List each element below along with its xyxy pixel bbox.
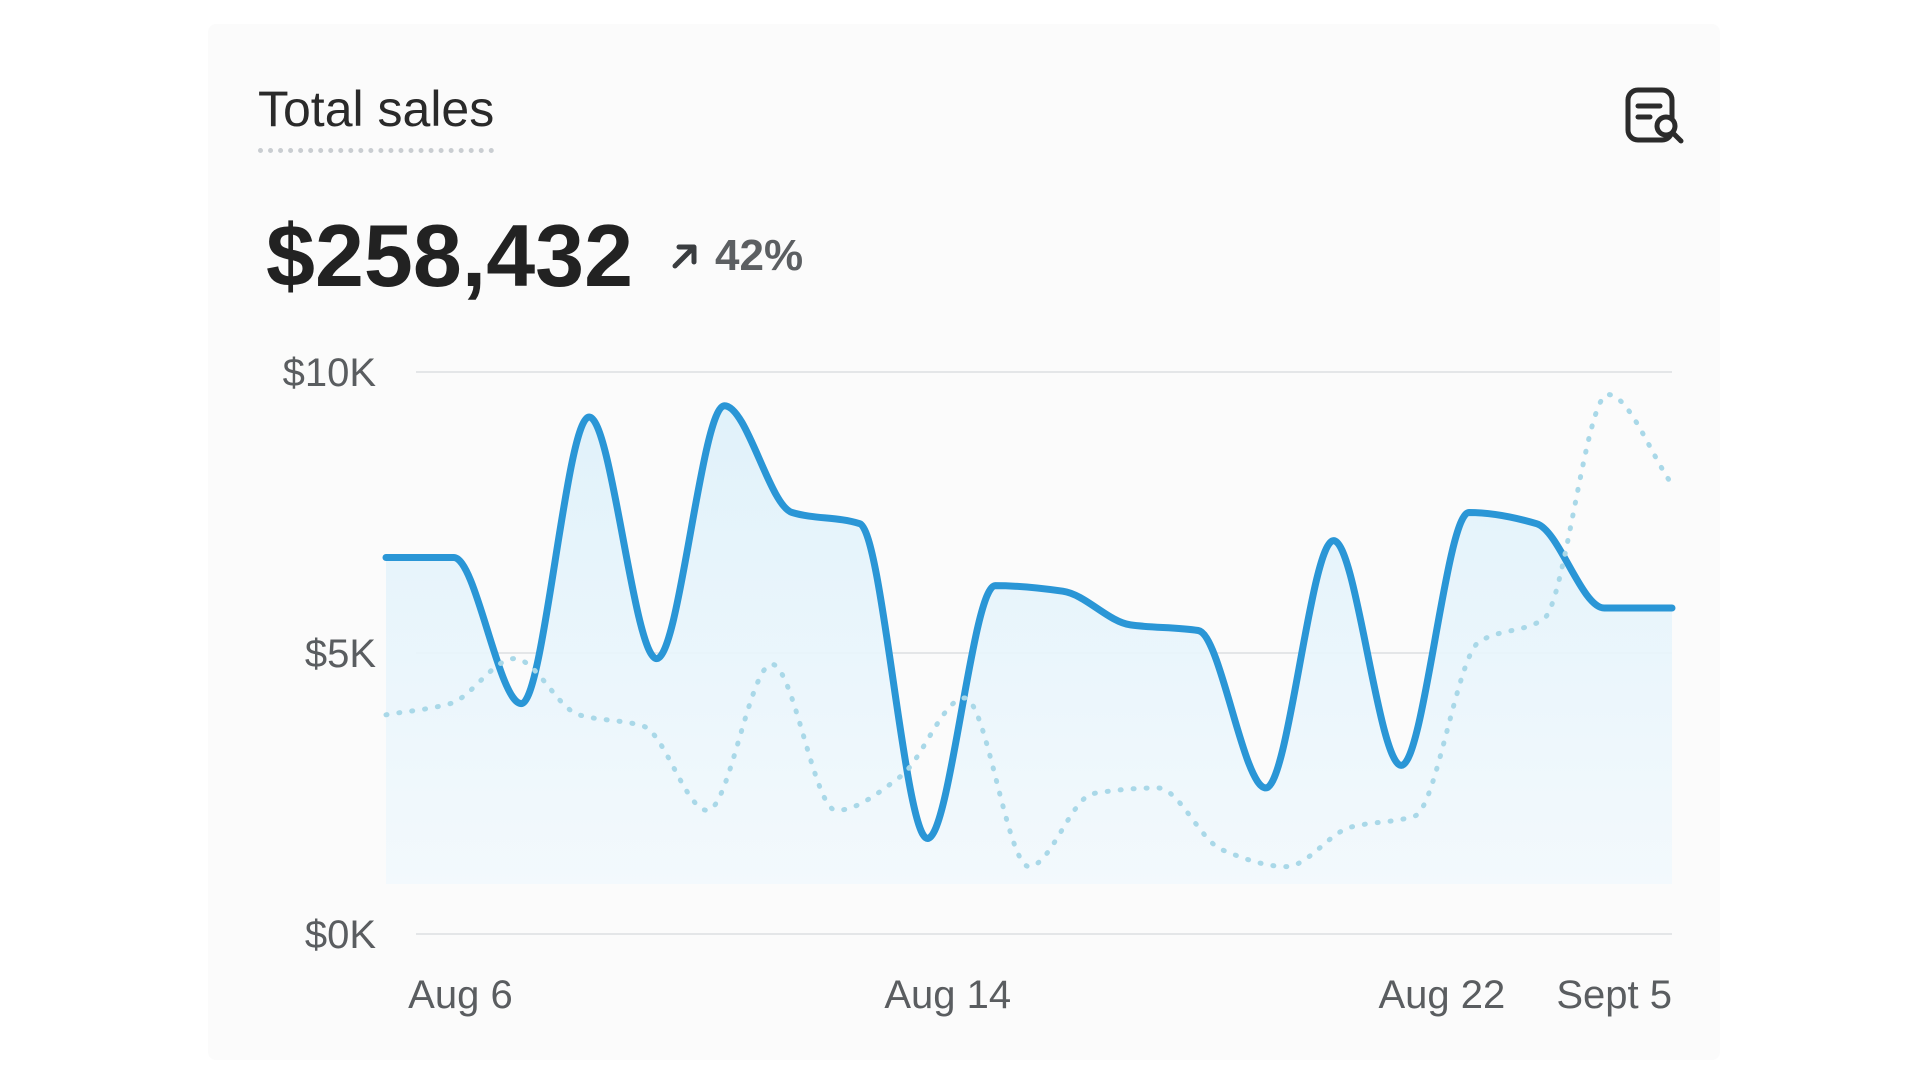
- metric-row: $258,432 42%: [266, 212, 803, 300]
- document-search-icon[interactable]: [1622, 84, 1686, 148]
- y-tick-label: $5K: [305, 632, 376, 676]
- x-tick-label: Aug 22: [1378, 973, 1505, 1017]
- y-tick-label: $0K: [305, 913, 376, 957]
- x-tick-label: Sept 5: [1556, 973, 1672, 1017]
- series-line-comparison[interactable]: [383, 391, 1675, 870]
- series-area-fill: [386, 405, 1672, 884]
- change-percent: 42%: [715, 231, 804, 280]
- total-sales-value: $258,432: [266, 206, 634, 305]
- x-tick-label: Aug 14: [884, 973, 1011, 1017]
- x-tick-label: Aug 6: [408, 973, 513, 1017]
- change-badge: 42%: [667, 231, 803, 281]
- arrow-up-right-icon: [672, 244, 697, 269]
- series-line-current[interactable]: [382, 402, 1676, 842]
- chart-title[interactable]: Total sales: [258, 84, 495, 153]
- y-tick-label: $10K: [283, 351, 377, 395]
